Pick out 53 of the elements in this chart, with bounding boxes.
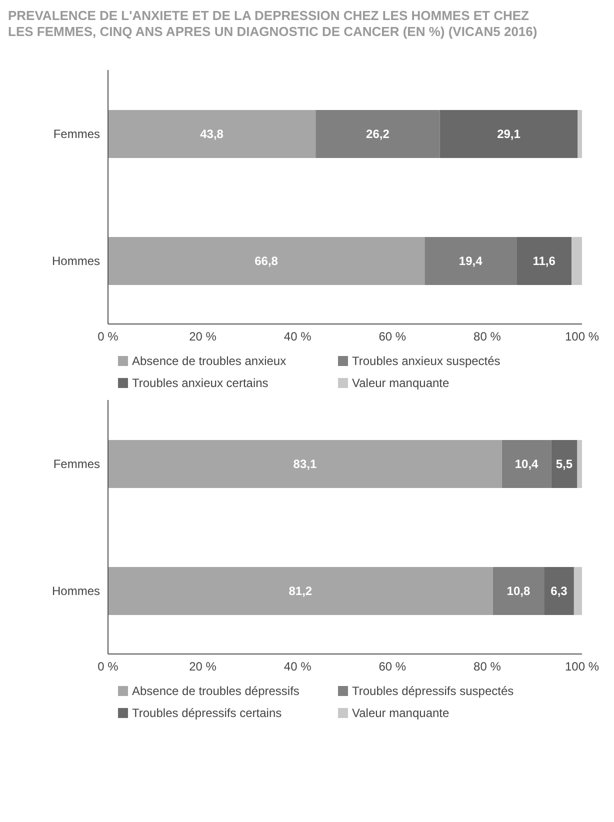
bar [108,237,425,285]
legend-label: Valeur manquante [352,376,450,390]
y-tick-label: Hommes [52,584,100,598]
bar [551,440,578,488]
bar [108,440,502,488]
bar [516,237,572,285]
x-tick-label: 0 % [98,660,119,674]
y-tick-label: Femmes [53,456,100,471]
bar [578,110,582,158]
bar [577,440,582,488]
bar [492,567,544,615]
bar [574,567,582,615]
legend-label: Troubles anxieux suspectés [352,354,500,368]
x-tick-label: 40 % [284,330,312,344]
bar [572,237,582,285]
data-label: 19,4 [458,254,483,268]
legend-label: Absence de troubles dépressifs [132,684,300,698]
x-tick-label: 100 % [564,330,600,344]
x-tick-label: 0 % [98,330,119,344]
chart-title: PREVALENCE DE L'ANXIETE ET DE LA DEPRESSION CHEZ LES HOMMES ET CHEZ LES FEMMES, CINQ ANS APRES UN DIAGNOSTIC DE CANCER (EN %) (VICAN5 2016) [8,8,538,40]
data-label: 66,8 [254,254,278,268]
x-tick-label: 60 % [378,330,406,344]
bar [108,110,316,158]
x-tick-label: 20 % [189,660,217,674]
legend-label: Troubles anxieux certains [132,376,268,390]
x-tick-label: 60 % [378,660,406,674]
x-tick-label: 80 % [474,330,502,344]
data-label: 26,2 [366,127,390,141]
bar [316,110,440,158]
x-tick-label: 100 % [564,660,600,674]
bar [440,110,578,158]
x-tick-label: 20 % [189,330,217,344]
data-label: 5,5 [556,457,573,471]
bar [108,567,493,615]
data-label: 81,2 [288,584,312,598]
data-label: 10,4 [514,457,539,471]
data-label: 11,6 [532,254,556,268]
legend-label: Troubles dépressifs suspectés [352,684,514,698]
legend-label: Absence de troubles anxieux [132,354,286,368]
y-tick-label: Hommes [52,254,100,268]
bar [424,237,517,285]
bar [544,567,574,615]
bar [502,440,552,488]
legend-label: Valeur manquante [352,706,450,720]
data-label: 10,8 [506,584,530,598]
x-tick-label: 40 % [284,660,312,674]
x-tick-label: 80 % [474,660,502,674]
y-tick-label: Femmes [53,126,100,141]
legend-label: Troubles dépressifs certains [132,706,282,720]
data-label: 83,1 [293,457,317,471]
data-label: 29,1 [497,127,521,141]
data-label: 43,8 [200,127,224,141]
data-label: 6,3 [550,584,568,598]
